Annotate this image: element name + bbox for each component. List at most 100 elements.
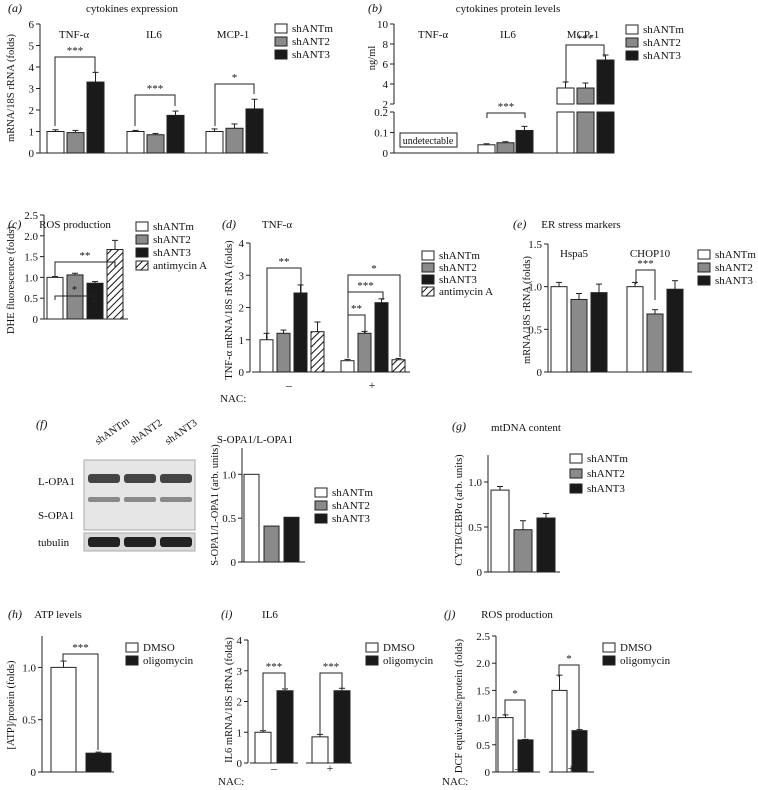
panel-d-tick-label: 4 <box>239 238 245 250</box>
panel-c-bar <box>66 274 84 320</box>
panel-f-band-tubulin <box>124 537 156 547</box>
panel-i-legend-swatch <box>365 655 379 666</box>
panel-g-letter: (g) <box>452 419 466 433</box>
panel-a-tick-label: 4 <box>29 62 35 74</box>
panel-i-sig-bracket <box>319 672 343 735</box>
panel-d-tick-label: 1 <box>239 335 245 347</box>
panel-f-band-label: L-OPA1 <box>38 476 75 488</box>
panel-f-legend-swatch <box>314 487 328 498</box>
panel-f-tick-label: 1.0 <box>222 469 236 481</box>
panel-d-sig-label: *** <box>357 280 374 292</box>
panel-e-bar <box>646 313 664 373</box>
panel-a-title: cytokines expression <box>86 3 178 15</box>
panel-d-legend-swatch <box>421 250 435 261</box>
panel-c-legend-entry: antimycin A <box>153 260 207 272</box>
panel-b-title: cytokines protein levels <box>456 3 560 15</box>
panel-b-legend-swatch <box>625 50 639 61</box>
panel-j-sig-label: * <box>512 688 518 700</box>
panel-d-bar <box>374 302 389 373</box>
panel-c-tick-label: 2.0 <box>24 231 38 243</box>
panel-h-tick-label: 1.0 <box>22 662 36 674</box>
panel-a-sig-label: *** <box>147 83 164 95</box>
panel-j-nac-value: – <box>514 761 522 775</box>
panel-d-sig-bracket <box>347 314 366 358</box>
panel-a-sig-label: *** <box>67 45 84 57</box>
panel-d-nac-value: – <box>285 378 293 392</box>
panel-a-group-label: TNF-α <box>59 29 89 41</box>
panel-f-tick-label: 0.5 <box>222 513 236 525</box>
panel-j-ylabel: DCF equivalents/protein (folds) <box>454 638 465 773</box>
panel-f-bar <box>283 516 300 563</box>
panel-i-tick-label: 1 <box>237 727 243 739</box>
panel-a-bar <box>126 131 145 154</box>
panel-a-group-label: IL6 <box>146 29 162 41</box>
panel-b-tick-label: 0.2 <box>374 107 388 119</box>
panel-c-legend-swatch <box>135 221 149 232</box>
panel-f-band-L-OPA1 <box>160 474 192 483</box>
panel-e-tick-label: 1.5 <box>528 239 542 251</box>
panel-f-tick-label: 0 <box>231 557 237 569</box>
panel-d-sig-label: ** <box>351 303 362 315</box>
panel-a-bar <box>86 81 105 154</box>
panel-g-legend-entry: shANT2 <box>587 468 625 480</box>
panel-i-title: IL6 <box>262 609 278 621</box>
panel-f-band-L-OPA1 <box>88 474 120 483</box>
panel-b-undetectable: undetectable <box>403 136 454 147</box>
panel-i-tick-label: 4 <box>237 635 243 647</box>
panel-d-bar <box>276 332 291 373</box>
panel-a-tick-label: 1 <box>29 127 35 139</box>
panel-b-sig-label: *** <box>498 101 515 113</box>
panel-i-tick-label: 2 <box>237 697 243 709</box>
panel-h-ylabel: [ATP]/protein (folds) <box>6 660 17 749</box>
panel-e-group-label: CHOP10 <box>630 248 671 260</box>
panel-a-legend-entry: shANTm <box>292 23 333 35</box>
panel-e-legend-swatch <box>697 275 711 286</box>
panel-b-tick-label: 10 <box>377 19 389 31</box>
panel-f-bar <box>263 525 280 563</box>
panel-a-bar <box>225 127 244 154</box>
panel-a-bar <box>46 131 65 154</box>
panel-e-tick-label: 0 <box>537 367 543 379</box>
panel-d-legend-entry: shANT3 <box>439 274 477 286</box>
panel-b-tick-label: 2 <box>383 99 389 111</box>
panel-c-letter: (c) <box>8 217 21 231</box>
panel-i-bar <box>333 690 351 764</box>
panel-h-sig-label: *** <box>72 642 89 654</box>
panel-i-ylabel: IL6 mRNA/18S rRNA (folds) <box>224 637 235 763</box>
panel-a-group-label: MCP-1 <box>217 29 249 41</box>
panel-d-tick-label: 2 <box>239 303 245 315</box>
panel-d-sig-bracket <box>347 291 384 315</box>
panel-b-letter: (b) <box>368 1 382 15</box>
panel-b-bar <box>556 87 575 105</box>
panel-f-lane-label: shANTm <box>93 416 131 447</box>
panel-b-legend-entry: shANTm <box>643 24 684 36</box>
panel-g-legend-swatch <box>569 468 583 479</box>
panel-d-sig-bracket <box>266 267 302 340</box>
panel-f-legend-entry: shANT3 <box>332 513 370 525</box>
panel-i-nac-label: NAC: <box>218 776 244 788</box>
panel-e-bar <box>590 292 608 373</box>
panel-f-legend-entry: shANTm <box>332 487 373 499</box>
panel-a-legend-swatch <box>274 36 288 47</box>
panel-d-sig-bracket <box>347 274 401 357</box>
panel-j-legend-entry: oligomycin <box>620 655 671 667</box>
panel-c-sig-bracket <box>54 261 116 277</box>
panel-d-legend-entry: antimycin A <box>439 286 493 298</box>
panel-g-legend-swatch <box>569 453 583 464</box>
panel-a-bar <box>166 114 185 154</box>
panel-c-sig-label: ** <box>80 250 91 262</box>
panel-b-legend-entry: shANT2 <box>643 37 681 49</box>
panel-c-legend-swatch <box>135 247 149 258</box>
panel-g-tick-label: 0 <box>477 567 483 579</box>
panel-i-legend-swatch <box>365 642 379 653</box>
panel-b-tick-label: 0.1 <box>374 128 388 140</box>
panel-a-bar <box>146 134 165 154</box>
panel-e-legend-entry: shANT2 <box>715 262 753 274</box>
panel-c-tick-label: 2.5 <box>24 210 38 222</box>
panel-c-sig-label: * <box>72 284 78 296</box>
panel-b-bar-lower <box>556 111 575 154</box>
panel-g-title: mtDNA content <box>491 422 561 434</box>
panel-j-nac-value: + <box>568 761 575 775</box>
panel-h-letter: (h) <box>8 607 22 621</box>
